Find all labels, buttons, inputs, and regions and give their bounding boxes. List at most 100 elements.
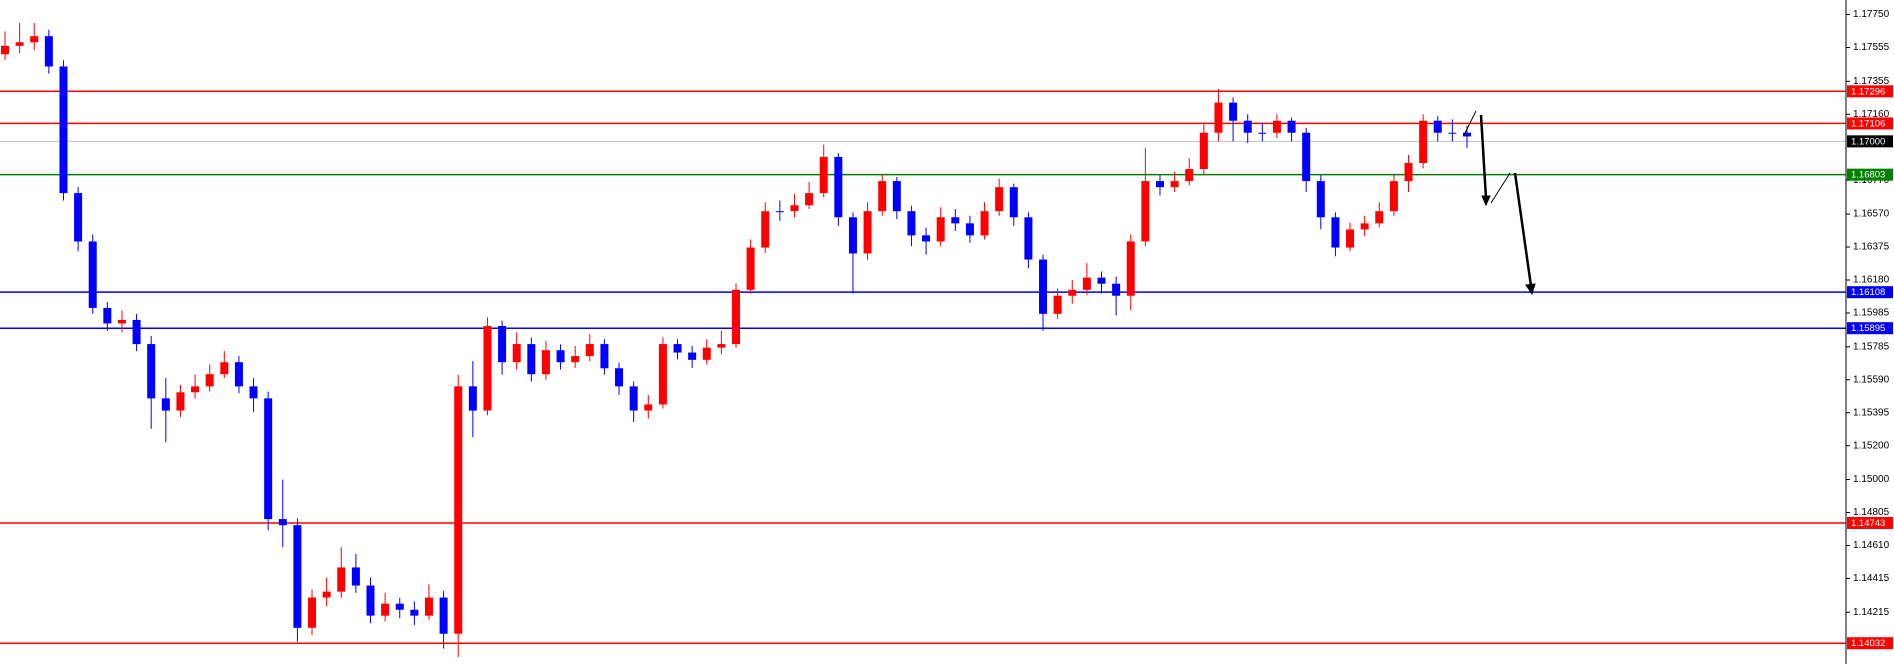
y-tick-label: 1.14805 <box>1853 507 1890 518</box>
level-lines <box>0 90 1846 644</box>
candle-body <box>965 223 974 236</box>
candle-body <box>936 217 945 242</box>
candle-body <box>980 211 989 236</box>
candle-body <box>147 344 156 399</box>
level-label-box <box>1847 85 1893 98</box>
candle-body <box>191 386 200 393</box>
arrow-head <box>1481 195 1491 207</box>
candle-body <box>366 585 375 616</box>
candle-body <box>702 347 711 360</box>
candle-body <box>205 374 214 387</box>
candle-body <box>1199 132 1208 170</box>
level-label: 1.15895 <box>1851 323 1885 334</box>
candle-body <box>556 350 565 363</box>
price-axis: 1.177501.175551.173551.171601.167701.165… <box>1846 9 1893 649</box>
candle-body <box>834 156 843 218</box>
candle-body <box>1053 295 1062 314</box>
candle-body <box>483 325 492 411</box>
y-tick-label: 1.17355 <box>1853 76 1890 87</box>
candle-body <box>439 597 448 634</box>
y-tick-label: 1.17750 <box>1853 9 1890 20</box>
level-label: 1.17000 <box>1851 136 1885 147</box>
y-tick-label: 1.15985 <box>1853 308 1890 319</box>
y-tick-label: 1.14415 <box>1853 573 1890 584</box>
candle-body <box>249 386 258 399</box>
candle-body <box>600 344 609 369</box>
candle-body <box>717 344 726 348</box>
level-label-box <box>1847 168 1893 181</box>
candle-body <box>995 187 1004 212</box>
candle-body <box>1112 283 1121 296</box>
candle-body <box>863 211 872 254</box>
candle-body <box>30 36 39 43</box>
candle-body <box>1097 277 1106 284</box>
candle-body <box>454 386 463 634</box>
candle-body <box>264 398 273 520</box>
candle-body <box>176 392 185 411</box>
y-tick-label: 1.15785 <box>1853 341 1890 352</box>
candle-body <box>512 344 521 363</box>
arrow-line <box>1513 172 1533 287</box>
arrow-line <box>1490 172 1511 204</box>
level-label: 1.14032 <box>1851 638 1885 649</box>
candle-body <box>615 368 624 387</box>
level-label: 1.17296 <box>1851 86 1885 97</box>
arrow-line <box>1479 114 1488 199</box>
candles <box>1 22 1471 658</box>
candle-body <box>673 344 682 353</box>
candle-body <box>381 603 390 616</box>
candle-body <box>1126 241 1135 296</box>
candle-body <box>819 156 828 194</box>
candle-body <box>1463 132 1471 137</box>
candle-body <box>1185 169 1194 182</box>
candle-body <box>1068 289 1077 296</box>
level-label: 1.14743 <box>1851 518 1885 529</box>
candle-body <box>1419 120 1428 163</box>
candle-body <box>351 567 360 586</box>
y-tick-label: 1.15590 <box>1853 374 1890 385</box>
level-label: 1.16803 <box>1851 170 1885 181</box>
y-tick-label: 1.17555 <box>1853 42 1890 53</box>
candle-body <box>1 45 9 55</box>
candle-body <box>892 181 901 212</box>
candle-body <box>1404 162 1413 182</box>
candle-body <box>688 352 697 360</box>
candle-body <box>234 362 243 387</box>
candle-body <box>1433 120 1442 133</box>
candle-body <box>922 235 931 242</box>
candle-body <box>629 386 638 411</box>
candle-body <box>1155 181 1164 188</box>
candle-body <box>88 241 97 308</box>
y-tick-label: 1.15395 <box>1853 407 1890 418</box>
candle-body <box>951 217 960 224</box>
y-tick-label: 1.16375 <box>1853 242 1890 253</box>
candle-body <box>117 319 126 324</box>
candle-body <box>498 325 507 363</box>
candle-body <box>907 211 916 236</box>
candle-body <box>1302 132 1311 182</box>
candle-body <box>293 525 302 628</box>
y-tick-label: 1.16180 <box>1853 275 1890 286</box>
arrow-head <box>1525 283 1536 296</box>
candle-body <box>571 356 580 363</box>
candle-body <box>132 319 141 345</box>
candle-body <box>74 193 83 242</box>
y-tick-label: 1.16570 <box>1853 209 1890 220</box>
candle-body <box>1346 229 1355 248</box>
candle-body <box>746 247 755 290</box>
candle-body <box>1170 181 1179 188</box>
candle-body <box>1024 217 1033 260</box>
candle-body <box>1389 181 1398 212</box>
candle-body <box>395 603 404 610</box>
candle-body <box>410 609 419 616</box>
candle-body <box>848 217 857 254</box>
candle-body <box>878 181 887 212</box>
level-label: 1.16108 <box>1851 287 1885 298</box>
candle-body <box>1039 259 1048 314</box>
candle-body <box>1009 187 1018 218</box>
candle-body <box>308 597 317 628</box>
candle-body <box>805 193 814 206</box>
forecast-arrows <box>1463 110 1536 296</box>
candle-body <box>1272 120 1281 133</box>
